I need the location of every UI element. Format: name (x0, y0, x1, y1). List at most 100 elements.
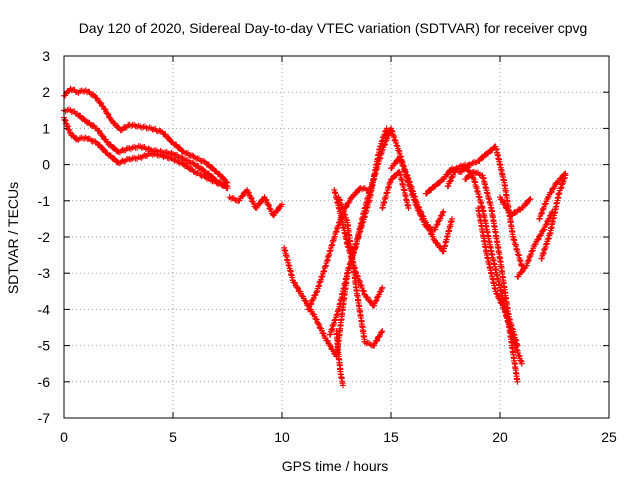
data-point (74, 89, 81, 96)
data-point (279, 201, 285, 208)
series-arc-9 (333, 328, 347, 389)
data-point-run (160, 131, 175, 146)
data-point-run (545, 180, 559, 200)
data-point-run (379, 177, 394, 211)
data-point (440, 208, 447, 215)
y-tick-label: -5 (38, 338, 51, 354)
data-point-run (488, 250, 503, 289)
data-point-run (371, 329, 385, 349)
data-point-run (271, 203, 284, 218)
data-point-run (388, 127, 403, 155)
y-tick-label: -7 (38, 410, 51, 426)
y-tick-label: 2 (42, 84, 50, 100)
data-point-run (336, 270, 351, 312)
series-arc-10 (335, 194, 386, 349)
data-point-run (128, 154, 142, 163)
y-tick-label: 3 (42, 48, 50, 64)
data-point-run (475, 207, 490, 257)
data-point-run (556, 174, 568, 197)
data-point-run (349, 185, 363, 200)
data-point-run (305, 289, 320, 312)
data-point (527, 195, 534, 202)
data-point-run (445, 166, 459, 189)
data-point-run (94, 141, 110, 156)
data-point-run (371, 285, 385, 309)
data-point (379, 284, 386, 291)
data-point-run (182, 150, 197, 160)
y-tick-label: -1 (38, 193, 51, 209)
data-point-run (423, 221, 437, 243)
data-point-run (171, 157, 186, 167)
data-point-run (290, 279, 307, 300)
data-point-run (323, 235, 337, 269)
y-tick-label: -6 (38, 374, 51, 390)
data-point-run (62, 106, 72, 115)
axis-ticks: 0 5 10 15 20 25 -7 -6 -5 -4 -3 -2 -1 0 1 2 3 (38, 48, 617, 445)
data-point-run (377, 127, 390, 149)
data-point-run (262, 196, 276, 217)
data-point (379, 328, 386, 335)
data-point-run (281, 247, 296, 283)
data-point-run (182, 157, 197, 167)
plot-frame (63, 55, 610, 419)
data-point-run (138, 123, 153, 132)
data-point-run (214, 170, 230, 185)
data-point-run (467, 159, 480, 168)
data-point-run (353, 287, 368, 345)
y-tick-label: -4 (38, 301, 51, 317)
data-point-run (479, 174, 494, 211)
x-tick-label: 10 (274, 429, 290, 445)
x-tick-label: 5 (169, 429, 177, 445)
data-series (61, 85, 569, 389)
data-point-run (479, 207, 494, 254)
data-point-run (94, 127, 110, 145)
data-point-run (538, 231, 553, 262)
data-point-run (204, 175, 219, 185)
data-point-run (75, 112, 88, 123)
data-point (226, 194, 233, 201)
series-arc-2 (61, 106, 231, 192)
data-point-run (312, 315, 328, 341)
series-arc-13 (379, 168, 412, 212)
data-point-run (327, 307, 342, 338)
data-point-run (149, 125, 164, 135)
data-point (405, 205, 412, 212)
x-axis-label: GPS time / hours (282, 458, 389, 474)
data-point (224, 183, 231, 190)
y-axis-label: SDTVAR / TECUs (5, 182, 21, 294)
series-arc-3 (61, 114, 231, 190)
data-point-run (138, 144, 153, 153)
data-point-run (371, 149, 385, 182)
data-point-run (84, 88, 97, 98)
data-point-run (510, 236, 525, 269)
x-tick-label: 0 (60, 429, 68, 445)
series-arc-17 (475, 205, 525, 367)
data-point-run (75, 87, 88, 96)
y-tick-label: -3 (38, 265, 51, 281)
data-point-run (84, 135, 99, 145)
data-point-run (171, 151, 186, 161)
data-point-run (215, 180, 230, 189)
data-point-run (335, 355, 344, 378)
x-tick-label: 20 (492, 429, 508, 445)
data-point-run (515, 264, 529, 280)
data-point-run (432, 209, 446, 233)
series-arc-14 (422, 143, 525, 269)
data-point (74, 136, 81, 143)
y-tick-label: 1 (42, 120, 50, 136)
x-tick-label: 25 (601, 429, 617, 445)
data-point-run (193, 170, 208, 179)
data-point-run (509, 206, 524, 219)
data-point-run (338, 374, 346, 387)
data-point-run (414, 203, 429, 225)
x-tick-label: 15 (383, 429, 399, 445)
data-point-run (101, 105, 115, 123)
data-point-run (193, 155, 208, 165)
data-point-run (61, 116, 73, 136)
data-point-run (149, 150, 164, 159)
data-point-run (244, 189, 259, 210)
data-point-run (405, 178, 420, 206)
data-point-run (105, 152, 121, 166)
data-point-run (338, 214, 351, 247)
